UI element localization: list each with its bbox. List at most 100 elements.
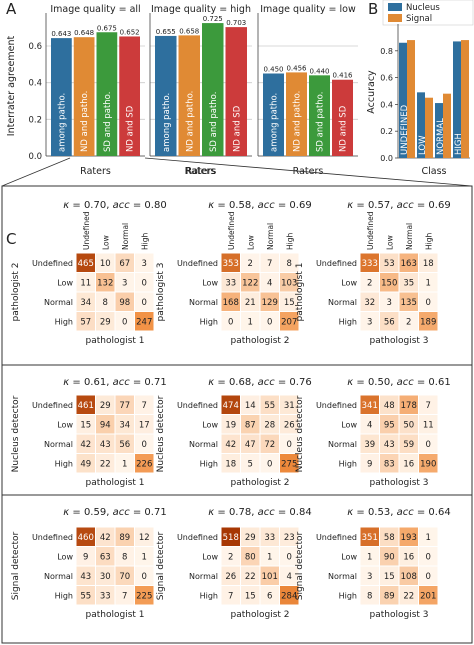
matrix-title: κ = 0.50, acc = 0.61 (347, 377, 450, 388)
matrix-cell-value: 21 (245, 298, 256, 308)
matrix-column-label: High (424, 233, 433, 250)
matrix-cell-value: 351 (362, 533, 378, 543)
matrix-xlabel: pathologist 2 (231, 610, 290, 620)
matrix-cell (260, 273, 279, 292)
matrix-cell-value: 129 (262, 298, 278, 308)
matrix-row-label: Undefined (32, 259, 73, 268)
panel-b-ytick-label: 0.6 (380, 74, 393, 83)
matrix-cell-value: 19 (225, 420, 236, 430)
panel-a-bar (332, 79, 353, 156)
matrix-cell-value: 0 (142, 278, 147, 288)
matrix-cell-value: 460 (78, 533, 94, 543)
matrix-cell (260, 527, 279, 546)
matrix-cell (76, 312, 95, 331)
matrix-ylabel: Nucleus detector (156, 395, 166, 472)
panel-a-ytick-label: 0.4 (28, 79, 42, 89)
matrix-cell (360, 586, 379, 605)
matrix-cell (260, 292, 279, 311)
matrix-cell-value: 150 (381, 278, 397, 288)
matrix-cell (135, 395, 154, 414)
matrix-cell (241, 312, 260, 331)
matrix-cell-value: 59 (403, 440, 414, 450)
matrix-cell (135, 292, 154, 311)
matrix-cell-value: 15 (284, 298, 295, 308)
matrix-cell (280, 434, 299, 453)
panel-c-letter: C (6, 230, 16, 248)
matrix-cell (241, 292, 260, 311)
panel-b-xlabel: Class (422, 166, 447, 177)
panel-a-ytick-label: 0.6 (28, 42, 42, 52)
matrix-cell-value: 108 (401, 572, 417, 582)
matrix-cell (280, 566, 299, 585)
matrix-xlabel: pathologist 1 (86, 478, 145, 488)
matrix-row-label: Low (202, 420, 218, 429)
matrix-cell-value: 57 (80, 317, 91, 327)
matrix-cell (221, 527, 240, 546)
matrix-cell (260, 547, 279, 566)
matrix-xlabel: pathologist 1 (86, 336, 145, 346)
matrix-cell-value: 31 (284, 401, 295, 411)
matrix-cell-value: 0 (142, 440, 147, 450)
matrix-row-label: High (339, 459, 357, 468)
panel-a-xlabel: Raters (80, 166, 111, 177)
matrix-cell-value: 178 (401, 401, 417, 411)
matrix-cell (380, 273, 399, 292)
matrix-cell (115, 527, 134, 546)
matrix-row-label: Undefined (316, 533, 357, 542)
matrix-cell (360, 312, 379, 331)
panel-b-bar (399, 42, 407, 159)
matrix-cell (360, 434, 379, 453)
confusion-matrix: κ = 0.50, acc = 0.61 Undefined Low Normal Hi… (295, 377, 451, 488)
matrix-cell (76, 253, 95, 272)
matrix-cell-value: 43 (384, 440, 395, 450)
panel-a-bar-category-label: ND and patho. (293, 91, 303, 152)
panel-a-bar-category-label: ND and patho. (80, 91, 90, 152)
matrix-cell-value: 18 (225, 459, 236, 469)
matrix-cell (115, 586, 134, 605)
panel-a-bar (225, 27, 247, 156)
matrix-cell (280, 454, 299, 473)
matrix-row-label: Normal (44, 572, 73, 581)
matrix-title: κ = 0.78, acc = 0.84 (208, 507, 311, 518)
matrix-cell-value: 50 (403, 420, 414, 430)
matrix-cell (360, 273, 379, 292)
matrix-cell-value: 3 (367, 317, 372, 327)
matrix-cell-value: 89 (384, 591, 395, 601)
matrix-row-label: Normal (328, 298, 357, 307)
matrix-cell (135, 547, 154, 566)
matrix-row-label: Low (341, 552, 357, 561)
matrix-cell-value: 2 (367, 278, 372, 288)
matrix-row-label: High (339, 591, 357, 600)
panel-b-legend-label: Nucleus (406, 3, 440, 13)
matrix-cell (115, 434, 134, 453)
matrix-cell-value: 42 (80, 440, 91, 450)
matrix-cell-value: 0 (287, 440, 292, 450)
matrix-cell (115, 292, 134, 311)
panel-a-ytick-label: 0.2 (28, 115, 42, 125)
panel-b-ytick-label: 0.4 (380, 100, 393, 109)
matrix-cell-value: 15 (384, 572, 395, 582)
matrix-cell (419, 273, 438, 292)
panel-a-bar (119, 36, 140, 156)
matrix-cell (419, 395, 438, 414)
matrix-cell (260, 312, 279, 331)
matrix-ylabel: pathologist 1 (295, 263, 305, 322)
matrix-cell (135, 312, 154, 331)
matrix-cell-value: 87 (245, 420, 256, 430)
matrix-row-label: Undefined (177, 401, 218, 410)
matrix-row-label: Low (57, 278, 73, 287)
matrix-cell-value: 55 (264, 401, 275, 411)
matrix-cell (260, 434, 279, 453)
matrix-cell (399, 312, 418, 331)
matrix-cell (399, 434, 418, 453)
matrix-cell (419, 527, 438, 546)
matrix-row-label: Low (57, 552, 73, 561)
panel-a-bar-category-label: ND and patho. (185, 91, 195, 152)
matrix-cell-value: 8 (103, 298, 108, 308)
matrix-cell (76, 454, 95, 473)
matrix-cell-value: 1 (426, 533, 431, 543)
matrix-cell-value: 207 (281, 317, 297, 327)
confusion-matrix: κ = 0.53, acc = 0.64 Undefined Low Normal Hi… (295, 507, 451, 620)
matrix-cell (76, 547, 95, 566)
